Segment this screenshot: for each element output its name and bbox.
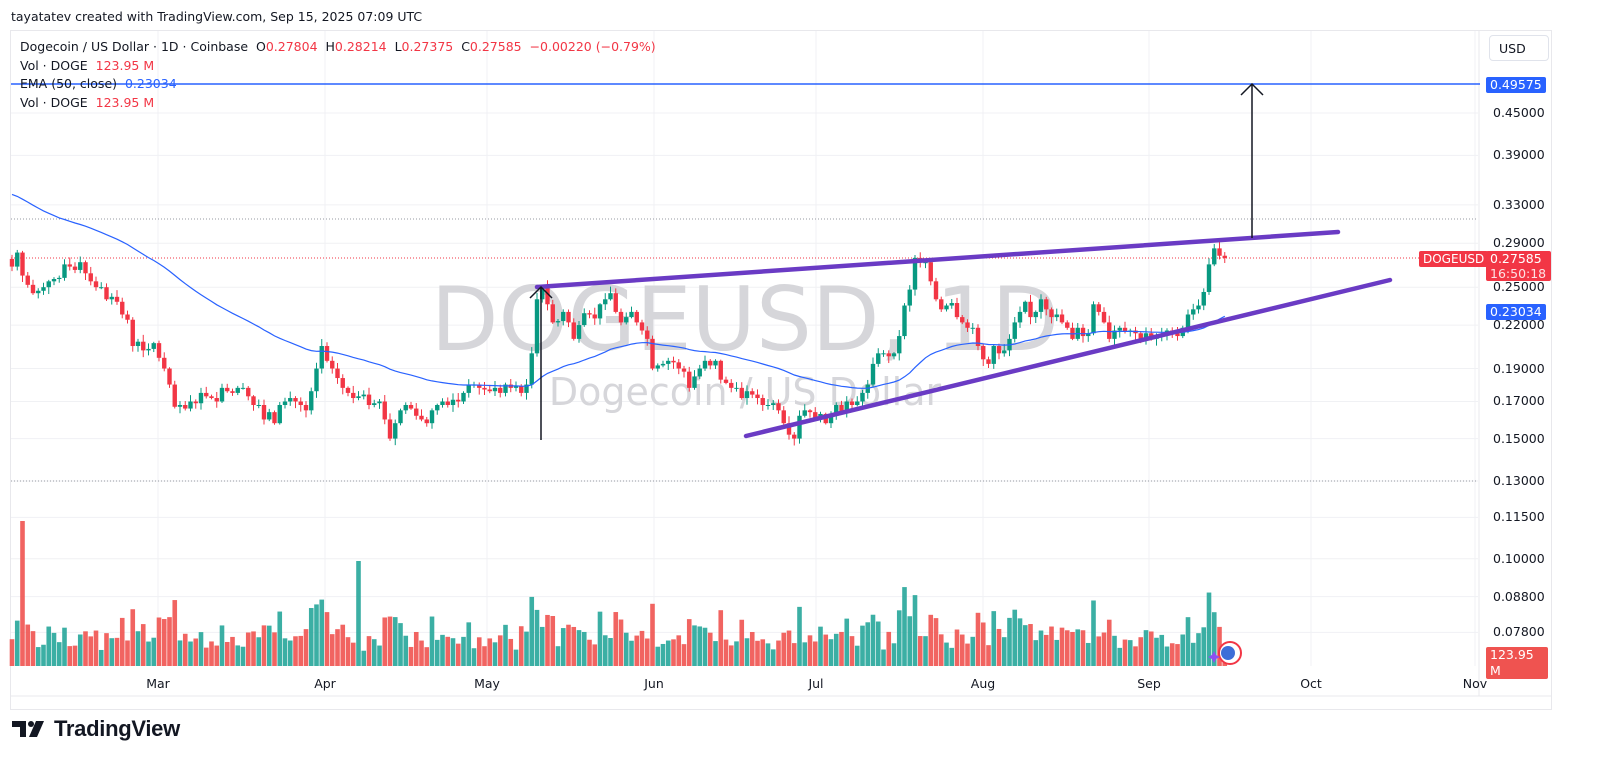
price-axis-label: 0.39000 (1493, 147, 1545, 163)
time-axis-label: Aug (970, 676, 996, 691)
tradingview-wordmark: TradingView (54, 716, 180, 741)
time-axis-label: Jun (644, 676, 664, 691)
tradingview-logo[interactable]: TradingView (12, 716, 180, 742)
time-axis-label: Jul (808, 676, 824, 691)
tradingview-logo-icon (12, 721, 44, 737)
ema-label: EMA (50, close) (20, 76, 118, 91)
time-axis-label: Nov (1462, 676, 1488, 691)
time-axis-label: Sep (1137, 676, 1161, 691)
ema-value: 0.23034 (124, 76, 177, 91)
open-value: 0.27804 (265, 39, 318, 54)
price-axis-label: 0.33000 (1493, 196, 1545, 212)
time-axis-label: Mar (146, 676, 170, 691)
symbol-tag: DOGEUSD (1419, 251, 1489, 267)
low-label: L (394, 39, 402, 54)
watermark-symbol: DOGEUSD, 1D (431, 268, 1060, 371)
price-axis-label: 0.07800 (1493, 624, 1545, 640)
time-axis-label: Oct (1300, 676, 1322, 691)
volume-label: Vol · DOGE (20, 57, 88, 73)
open-label: O (256, 39, 266, 54)
change-value: −0.00220 (−0.79%) (529, 39, 656, 54)
price-axis-label: 0.19000 (1493, 360, 1545, 376)
price-axis-label: 0.08800 (1493, 588, 1545, 604)
price-axis-label: 0.29000 (1493, 235, 1545, 251)
low-value: 0.27375 (401, 39, 454, 54)
last-price: 0.27585 (1490, 251, 1542, 266)
ema-price-tag: 0.23034 (1486, 304, 1546, 320)
high-label: H (325, 39, 335, 54)
chart-frame (10, 30, 1552, 710)
price-axis-label: 0.45000 (1493, 105, 1545, 120)
price-axis-label: 0.22000 (1493, 317, 1545, 333)
candlesticks (9, 241, 1227, 446)
price-axis-label: 0.10000 (1493, 550, 1545, 566)
target-price-tag: 0.49575 (1486, 77, 1546, 93)
time-axis-label: Apr (314, 676, 336, 691)
legend-ema-row[interactable]: EMA (50, close) 0.23034 (20, 75, 656, 94)
high-value: 0.28214 (334, 39, 387, 54)
ema-line (11, 193, 1226, 389)
chart-credit: tayatatev created with TradingView.com, … (11, 9, 423, 24)
close-value: 0.27585 (469, 39, 522, 54)
symbol-description: Dogecoin / US Dollar · 1D · Coinbase (20, 39, 249, 54)
price-axis-label: 0.17000 (1493, 393, 1545, 409)
legend-symbol-row[interactable]: Dogecoin / US Dollar · 1D · Coinbase O0.… (20, 38, 656, 57)
volume-value: 123.95 M (95, 57, 155, 73)
bar-countdown: 16:50:18 (1490, 266, 1547, 281)
price-axis-label: 0.15000 (1493, 430, 1545, 446)
chart-legend: Dogecoin / US Dollar · 1D · Coinbase O0.… (20, 38, 656, 112)
volume-value-2: 123.95 M (95, 94, 155, 110)
price-axis-label: 0.11500 (1493, 509, 1545, 525)
last-price-tag: 0.27585 16:50:18 (1486, 251, 1551, 281)
time-axis-label: May (474, 676, 500, 691)
drawing-annotations (11, 82, 1480, 665)
price-axis-label: 0.25000 (1493, 279, 1545, 295)
legend-volume-row[interactable]: Vol · DOGE 123.95 M (20, 57, 656, 76)
volume-label-2: Vol · DOGE (20, 94, 88, 110)
price-axis-label: 0.13000 (1493, 473, 1545, 488)
volume-bars (9, 521, 1228, 666)
volume-tag: 123.95 M (1486, 647, 1548, 679)
currency-button[interactable]: USD (1489, 35, 1549, 61)
close-label: C (461, 39, 470, 54)
legend-volume-row-2[interactable]: Vol · DOGE 123.95 M (20, 94, 656, 113)
